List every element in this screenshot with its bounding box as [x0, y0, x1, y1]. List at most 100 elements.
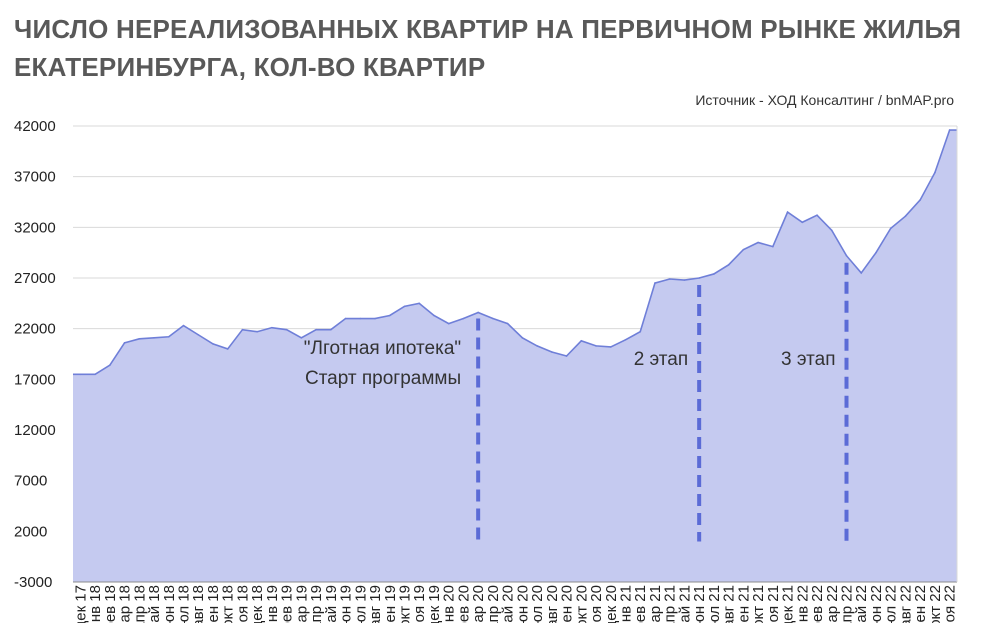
- data-point: [757, 241, 759, 244]
- y-axis: -3000 2000 7000 12000 17000 22000 27000 32000 37…: [14, 118, 56, 591]
- data-point: [388, 314, 391, 317]
- x-tick-label: дек 18: [249, 585, 266, 623]
- data-point: [330, 328, 332, 331]
- data-point: [462, 317, 465, 320]
- chart-title-line-2: ЕКАТЕРИНБУРГА, КОЛ-ВО КВАРТИР: [14, 52, 486, 82]
- y-tick-label: 42000: [14, 118, 56, 135]
- data-point: [197, 333, 200, 336]
- x-tick-label: июл 18: [176, 585, 193, 623]
- data-point: [447, 322, 450, 325]
- x-tick-label: фев 19: [279, 585, 296, 623]
- x-tick-label: авг 19: [367, 585, 384, 623]
- y-tick-label: -3000: [14, 574, 52, 591]
- x-tick-label: июл 22: [883, 585, 900, 623]
- x-tick-label: авг 18: [190, 585, 207, 623]
- data-point: [521, 336, 524, 339]
- data-point: [816, 214, 818, 216]
- data-point: [477, 311, 479, 314]
- data-point: [713, 273, 715, 275]
- data-point: [772, 245, 774, 248]
- x-tick-label: ноя 19: [411, 585, 428, 623]
- data-point: [742, 248, 745, 251]
- series-area: [72, 129, 958, 583]
- data-point: [919, 199, 921, 201]
- x-tick-label: апр 22: [839, 585, 856, 623]
- x-tick-label: июл 20: [529, 585, 546, 623]
- x-tick-label: мар 22: [824, 585, 841, 623]
- data-point: [904, 215, 907, 217]
- data-point: [609, 346, 612, 348]
- x-tick-label: фев 18: [102, 585, 119, 623]
- data-point: [565, 355, 568, 357]
- data-point: [727, 264, 730, 266]
- y-tick-label: 12000: [14, 422, 56, 439]
- x-tick-label: июл 21: [706, 585, 723, 623]
- data-point: [256, 330, 258, 333]
- data-point: [300, 336, 303, 339]
- data-point: [786, 211, 789, 213]
- y-tick-label: 37000: [14, 169, 56, 186]
- x-tick-label: фев 22: [809, 585, 826, 623]
- data-point: [845, 254, 848, 257]
- x-tick-label: дек 19: [426, 585, 443, 623]
- x-tick-label: сен 21: [735, 585, 752, 623]
- x-tick-label: янв 19: [264, 585, 281, 623]
- data-point: [595, 345, 597, 347]
- data-point: [536, 345, 538, 347]
- data-point: [639, 330, 642, 333]
- x-tick-label: май 21: [676, 585, 693, 623]
- x-tick-label: янв 22: [794, 585, 811, 623]
- data-point: [403, 305, 406, 308]
- x-tick-label: окт 19: [397, 585, 414, 623]
- x-tick-label: мар 20: [470, 585, 487, 623]
- data-point: [359, 317, 362, 320]
- x-tick-label: окт 21: [750, 585, 767, 623]
- x-tick-label: апр 19: [308, 585, 325, 623]
- stage-marker-label: 2 этап: [634, 349, 688, 370]
- x-tick-label: сен 22: [912, 585, 929, 623]
- x-tick-label: май 18: [146, 585, 163, 623]
- chart-title: ЧИСЛО НЕРЕАЛИЗОВАННЫХ КВАРТИР НА ПЕРВИЧН…: [14, 10, 964, 86]
- data-point: [624, 339, 627, 341]
- data-point: [551, 351, 553, 353]
- data-point: [226, 348, 229, 350]
- x-tick-label: май 19: [323, 585, 340, 623]
- stage-marker-label: "Лготная ипотека": [304, 338, 461, 359]
- x-tick-label: сен 19: [382, 585, 399, 623]
- x-tick-label: июн 21: [691, 585, 708, 623]
- y-tick-label: 2000: [14, 523, 47, 540]
- x-tick-label: фев 20: [455, 585, 472, 623]
- x-tick-label: июн 22: [868, 585, 885, 623]
- data-point: [948, 129, 951, 131]
- data-point: [860, 272, 863, 274]
- data-point: [182, 324, 185, 327]
- data-point: [123, 342, 126, 344]
- y-tick-label: 27000: [14, 270, 56, 287]
- x-tick-label: июн 20: [514, 585, 531, 623]
- source-note: Источник - ХОД Консалтинг / bnMAP.pro: [695, 92, 954, 108]
- data-point: [668, 278, 671, 280]
- data-point: [654, 282, 656, 284]
- x-tick-label: апр 18: [131, 585, 148, 623]
- stage-marker-label: 3 этап: [781, 349, 835, 370]
- y-tick-label: 7000: [14, 473, 47, 490]
- chart-title-line-1: ЧИСЛО НЕРЕАЛИЗОВАННЫХ КВАРТИР НА ПЕРВИЧН…: [14, 14, 962, 44]
- x-tick-label: окт 20: [573, 585, 590, 623]
- x-tick-label: дек 21: [780, 585, 797, 623]
- x-tick-label: окт 18: [220, 585, 237, 623]
- data-point: [418, 302, 421, 305]
- data-point: [433, 314, 435, 317]
- x-tick-label: янв 20: [441, 585, 458, 623]
- data-point: [875, 251, 877, 254]
- y-tick-label: 22000: [14, 321, 56, 338]
- x-tick-label: сен 18: [205, 585, 222, 623]
- data-point: [138, 338, 141, 340]
- data-point: [212, 343, 214, 345]
- data-point: [285, 328, 288, 331]
- data-point: [506, 322, 509, 325]
- x-tick-label: ноя 18: [234, 585, 251, 623]
- series-line: [72, 129, 958, 376]
- x-tick-label: апр 21: [662, 585, 679, 623]
- y-tick-label: 32000: [14, 219, 56, 236]
